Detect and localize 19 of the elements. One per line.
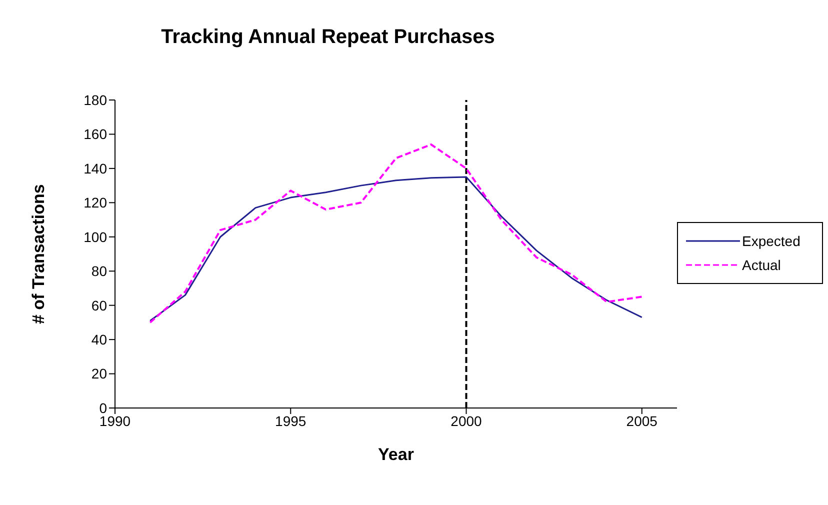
y-tick-label: 40 xyxy=(91,332,108,348)
chart-title: Tracking Annual Repeat Purchases xyxy=(160,26,496,49)
y-tick-label: 160 xyxy=(84,126,108,142)
y-tick-label: 20 xyxy=(91,366,108,382)
y-tick-label: 60 xyxy=(91,297,108,314)
y-tick-label: 100 xyxy=(84,228,108,245)
legend-label: Actual xyxy=(742,257,781,273)
x-tick-label: 1995 xyxy=(275,412,306,429)
y-tick-label: 140 xyxy=(84,160,108,176)
y-axis-title: # of Transactions xyxy=(29,184,48,324)
y-tick-label: 80 xyxy=(91,263,108,280)
y-tick-label: 120 xyxy=(84,194,108,211)
x-axis-title: Year xyxy=(378,445,414,464)
y-tick-label: 180 xyxy=(84,92,108,108)
x-tick-label: 2005 xyxy=(626,412,658,429)
x-tick-label: 2000 xyxy=(450,412,482,429)
legend-label: Expected xyxy=(742,233,800,249)
line-series xyxy=(149,143,643,324)
line-series xyxy=(149,176,643,322)
